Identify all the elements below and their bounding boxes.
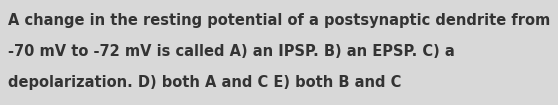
Text: -70 mV to -72 mV is called A) an IPSP. B) an EPSP. C) a: -70 mV to -72 mV is called A) an IPSP. B… [8,44,455,59]
Text: depolarization. D) both A and C E) both B and C: depolarization. D) both A and C E) both … [8,75,402,90]
Text: A change in the resting potential of a postsynaptic dendrite from: A change in the resting potential of a p… [8,13,551,28]
